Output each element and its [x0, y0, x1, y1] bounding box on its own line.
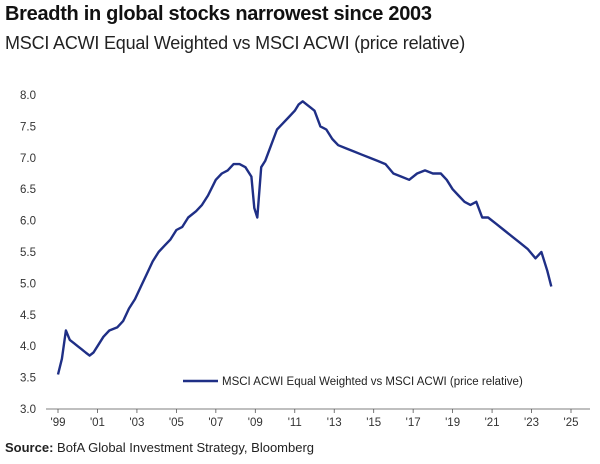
- x-tick-label: '09: [248, 417, 263, 429]
- series-layer: [56, 100, 553, 375]
- x-tick-label: '13: [327, 417, 342, 429]
- source-text: BofA Global Investment Strategy, Bloombe…: [53, 440, 315, 455]
- x-tick-label: '17: [406, 417, 421, 429]
- x-tick-label: '23: [524, 417, 539, 429]
- y-tick-label: 3.5: [20, 373, 36, 385]
- x-tick-label: '15: [366, 417, 381, 429]
- y-tick-label: 5.0: [20, 278, 36, 290]
- x-tick-label: '19: [445, 417, 460, 429]
- legend: MSCI ACWI Equal Weighted vs MSCI ACWI (p…: [183, 376, 523, 388]
- y-tick-label: 6.0: [20, 216, 36, 228]
- y-tick-label: 5.5: [20, 247, 36, 259]
- y-axis-ticks: 8.0 7.5 7.0 6.5 6.0 5.5 5.0 4.5 4.0 3.5 3.0: [20, 90, 36, 416]
- x-tick-label: '01: [90, 417, 105, 429]
- x-tick-label: '25: [564, 417, 579, 429]
- source-label: Source:: [5, 440, 54, 455]
- y-tick-label: 4.5: [20, 310, 36, 322]
- x-tick-label: '99: [51, 417, 66, 429]
- x-axis-ticks: '99 '01 '03 '05 '07 '09 '11 '13 '15 '17 '19 '21 '23 '…: [51, 409, 579, 429]
- series-line: [56, 100, 553, 375]
- chart-subtitle: MSCI ACWI Equal Weighted vs MSCI ACWI (p…: [5, 33, 465, 53]
- y-tick-label: 4.0: [20, 341, 36, 353]
- y-tick-label: 8.0: [20, 90, 36, 102]
- x-tick-label: '07: [208, 417, 223, 429]
- x-tick-label: '21: [485, 417, 500, 429]
- source-note: Source: BofA Global Investment Strategy,…: [5, 440, 314, 455]
- x-tick-label: '05: [169, 417, 184, 429]
- y-tick-label: 7.0: [20, 153, 36, 165]
- x-tick-label: '03: [129, 417, 144, 429]
- y-tick-label: 7.5: [20, 121, 36, 133]
- legend-label: MSCI ACWI Equal Weighted vs MSCI ACWI (p…: [222, 376, 523, 388]
- x-tick-label: '11: [288, 417, 302, 429]
- y-tick-label: 3.0: [20, 404, 36, 416]
- chart-title: Breadth in global stocks narrowest since…: [5, 3, 432, 25]
- y-tick-label: 6.5: [20, 184, 36, 196]
